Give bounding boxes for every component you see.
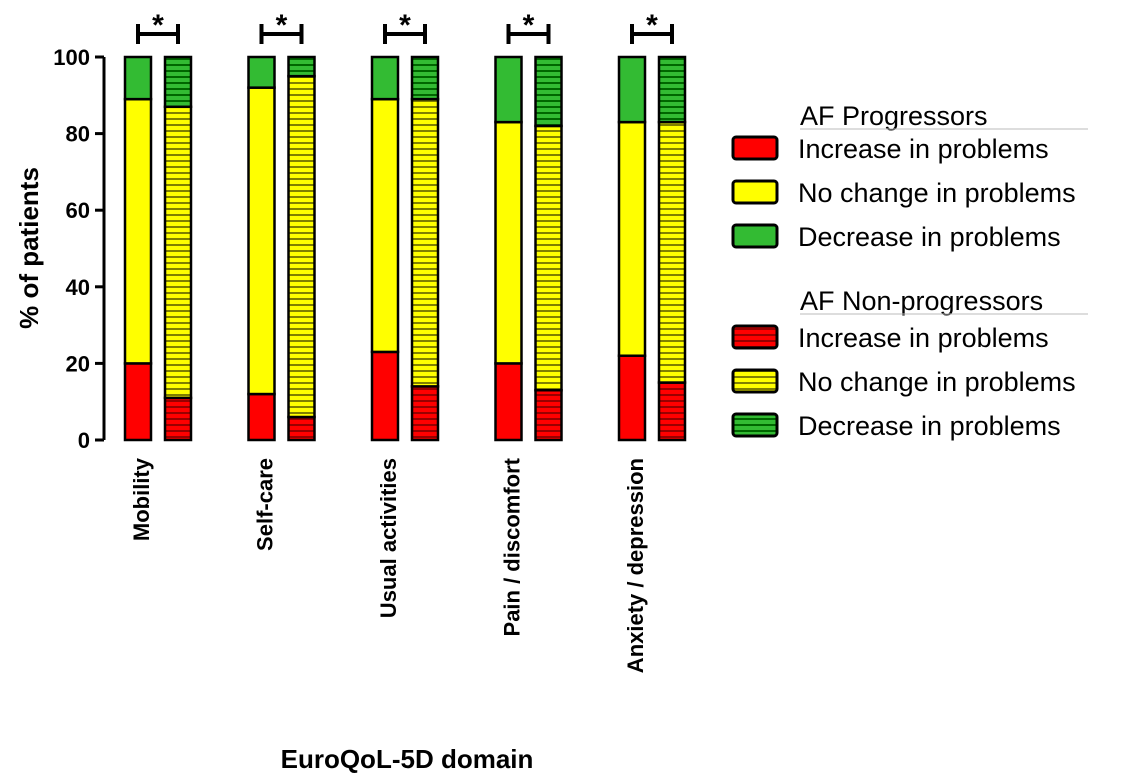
y-tick-label: 60 xyxy=(66,198,90,223)
bar-segment-increase-progressors xyxy=(123,362,153,442)
bar-segment-no-change-progressors xyxy=(370,97,400,354)
bar-segment-decrease-progressors xyxy=(123,55,153,101)
x-tick-label: Self-care xyxy=(253,458,278,551)
legend-label: Increase in problems xyxy=(798,323,1049,353)
legend-label: No change in problems xyxy=(798,367,1076,397)
y-tick-label: 40 xyxy=(66,275,90,300)
legend-swatch-increase xyxy=(731,135,779,161)
significance-bracket xyxy=(630,24,674,44)
bar-segment-increase-non-progressors xyxy=(410,385,440,442)
bar-segment-increase-non-progressors xyxy=(657,381,687,442)
significance-marker: * xyxy=(276,9,288,42)
bar-segment-decrease-progressors xyxy=(247,55,276,89)
legend-label: Increase in problems xyxy=(798,134,1049,164)
x-tick-labels: Mobility Self-care Usual activities Pain / … xyxy=(129,457,648,673)
bar-segment-increase-non-progressors xyxy=(163,396,193,442)
significance-bracket xyxy=(259,24,304,44)
bar-segment-increase-progressors xyxy=(617,354,647,442)
bars-layer xyxy=(123,55,687,442)
y-tick-label: 100 xyxy=(53,45,90,70)
bar-segment-decrease-non-progressors xyxy=(534,55,563,128)
bar-segment-decrease-progressors xyxy=(617,55,647,124)
legend-swatch-decrease xyxy=(731,223,779,249)
bar-segment-decrease-progressors xyxy=(370,55,400,101)
y-tick-label: 80 xyxy=(66,122,90,147)
bar-segment-no-change-non-progressors xyxy=(657,120,687,384)
bar-segment-decrease-non-progressors xyxy=(287,55,316,78)
bar-segment-no-change-non-progressors xyxy=(163,105,193,400)
y-axis-title: % of patients xyxy=(14,167,44,329)
x-tick-label: Anxiety / depression xyxy=(623,458,648,673)
significance-layer: * * * * * xyxy=(136,9,674,44)
y-tick-label: 20 xyxy=(66,351,90,376)
bar-segment-increase-progressors xyxy=(247,392,276,442)
significance-marker: * xyxy=(523,9,535,42)
significance-marker: * xyxy=(399,9,411,42)
bar-segment-decrease-progressors xyxy=(494,55,523,124)
bar-segment-no-change-non-progressors xyxy=(287,74,316,419)
bar-segment-no-change-progressors xyxy=(123,97,153,365)
bar-segment-decrease-non-progressors xyxy=(163,55,193,109)
significance-marker: * xyxy=(152,9,164,42)
legend-swatch-no-change xyxy=(731,368,779,394)
bar-segment-increase-non-progressors xyxy=(287,415,316,442)
legend-swatch-no-change xyxy=(731,179,779,205)
legend-label: Decrease in problems xyxy=(798,411,1061,441)
y-axis: 0 20 40 60 80 100 xyxy=(53,45,106,453)
legend-swatch-decrease xyxy=(731,412,779,438)
legend-group-title: AF Progressors xyxy=(800,101,988,131)
x-tick-label: Pain / discomfort xyxy=(500,457,525,636)
significance-bracket xyxy=(383,24,427,44)
x-tick-label: Mobility xyxy=(129,457,154,541)
bar-segment-no-change-progressors xyxy=(617,120,647,357)
y-tick-label: 0 xyxy=(78,428,90,453)
significance-bracket xyxy=(506,24,551,44)
x-axis-title: EuroQoL-5D domain xyxy=(281,744,534,774)
bar-segment-no-change-non-progressors xyxy=(534,124,563,392)
bar-segment-increase-progressors xyxy=(494,362,523,442)
bar-segment-increase-progressors xyxy=(370,350,400,442)
bar-segment-decrease-non-progressors xyxy=(410,55,440,101)
bar-segment-increase-non-progressors xyxy=(534,388,563,442)
bar-segment-no-change-progressors xyxy=(247,86,276,396)
significance-marker: * xyxy=(646,9,658,42)
bar-segment-decrease-non-progressors xyxy=(657,55,687,124)
x-tick-label: Usual activities xyxy=(376,458,401,618)
bar-segment-no-change-progressors xyxy=(494,120,523,365)
legend-label: Decrease in problems xyxy=(798,222,1061,252)
legend-swatch-increase xyxy=(731,324,779,350)
bar-segment-no-change-non-progressors xyxy=(410,97,440,388)
legend-label: No change in problems xyxy=(798,178,1076,208)
significance-bracket xyxy=(136,24,180,44)
legend-group-title: AF Non-progressors xyxy=(800,286,1043,316)
